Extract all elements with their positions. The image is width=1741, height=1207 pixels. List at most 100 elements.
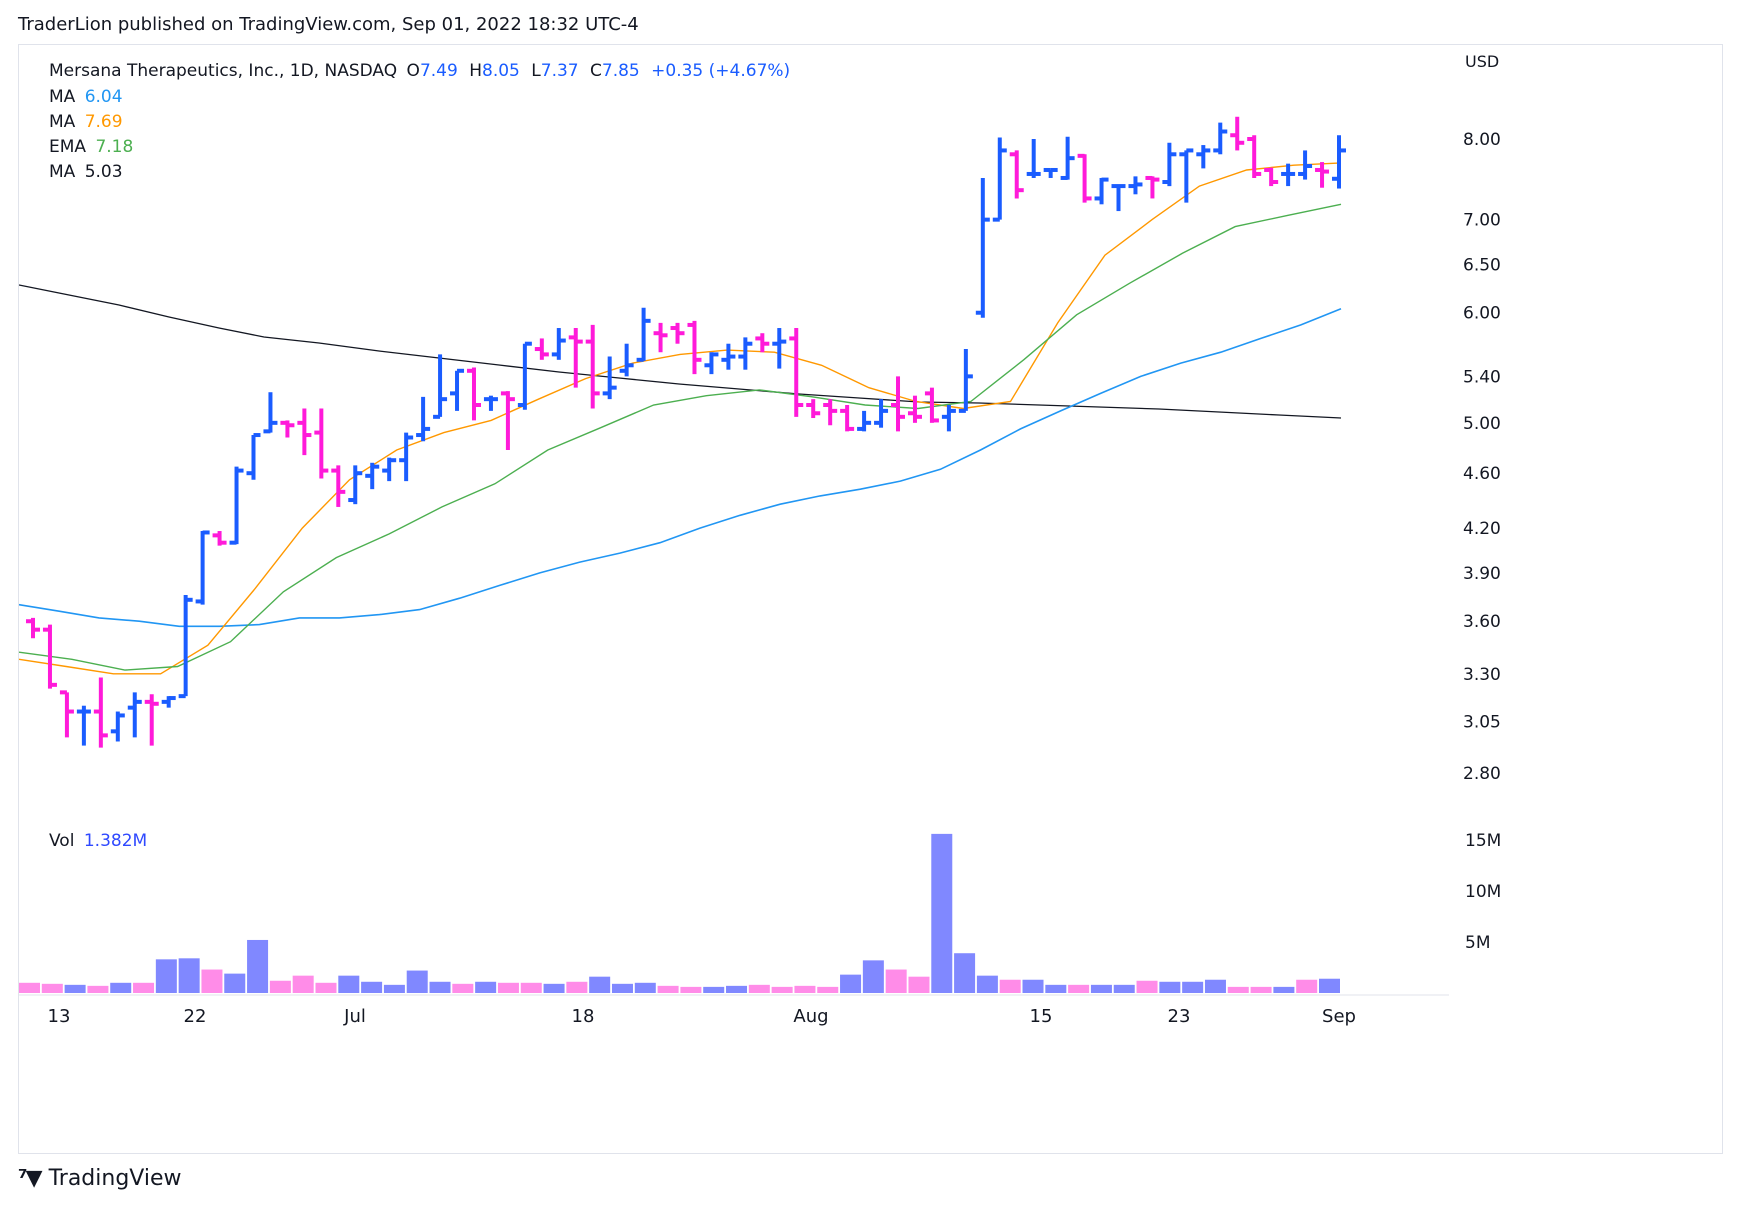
date-tick-label: 18 <box>572 1006 595 1027</box>
indicator-ma-orange[interactable]: MA 7.69 <box>49 112 123 132</box>
volume-bar <box>794 985 816 993</box>
ema-green-line <box>19 203 1342 671</box>
volume-bar <box>497 982 519 993</box>
date-tick-label: 15 <box>1030 1006 1053 1027</box>
volume-bar <box>703 986 725 993</box>
ma-blue-line <box>19 307 1342 628</box>
volume-bar <box>748 984 770 993</box>
volume-bar <box>338 975 360 993</box>
volume-bar <box>1022 979 1044 993</box>
volume-bar <box>1136 980 1158 993</box>
price-tick-label: 6.50 <box>1463 255 1501 275</box>
price-tick-label: 3.90 <box>1463 564 1501 584</box>
volume-bar <box>429 981 451 993</box>
volume-bar <box>931 833 953 993</box>
volume-bar <box>1182 981 1204 993</box>
volume-bar <box>155 959 177 993</box>
volume-bar <box>999 979 1021 993</box>
volume-bar <box>840 974 862 993</box>
volume-bar <box>976 975 998 993</box>
date-tick-label: Sep <box>1322 1006 1356 1027</box>
volume-bar <box>680 986 702 993</box>
volume-bar <box>1296 979 1318 993</box>
volume-bar <box>292 975 314 993</box>
volume-bar <box>247 939 269 993</box>
volume-bar <box>817 986 839 993</box>
volume-bar <box>178 958 200 993</box>
volume-bar <box>954 953 976 993</box>
volume-bar <box>1227 986 1249 993</box>
price-tick-label: 5.00 <box>1463 414 1501 434</box>
volume-bar <box>224 973 246 993</box>
volume-bar <box>885 969 907 993</box>
volume-bar <box>611 983 633 993</box>
volume-bar <box>634 982 656 993</box>
symbol-name: Mersana Therapeutics, Inc., 1D, NASDAQ <box>49 61 398 81</box>
volume-bar <box>771 986 793 993</box>
volume-bar <box>1159 981 1181 993</box>
volume-bar <box>543 983 565 993</box>
volume-bar <box>64 984 86 993</box>
change-value: +0.35 (+4.67%) <box>651 61 791 81</box>
volume-tick-label: 15M <box>1465 831 1501 851</box>
volume-bar <box>589 976 611 993</box>
open-value: O7.49 <box>406 61 458 81</box>
date-tick-label: Jul <box>343 1006 366 1027</box>
volume-bar <box>1250 986 1272 993</box>
price-tick-label: 3.30 <box>1463 665 1501 685</box>
volume-bar <box>361 981 383 993</box>
ohlc-bars <box>26 116 1346 748</box>
volume-legend[interactable]: Vol 1.382M <box>49 831 148 851</box>
ma-black-line <box>19 284 1342 419</box>
price-tick-label: 8.00 <box>1463 130 1501 150</box>
indicator-ma-blue[interactable]: MA 6.04 <box>49 87 123 107</box>
chart-frame[interactable]: 8.00 7.00 6.50 6.00 5.40 5.00 4.60 4.20 3.90 3.60… <box>18 44 1723 1154</box>
volume-bar <box>383 984 405 993</box>
volume-bar <box>1045 984 1067 993</box>
volume-bar <box>41 983 63 993</box>
indicator-ma-black[interactable]: MA 5.03 <box>49 162 123 182</box>
volume-bar <box>315 982 337 993</box>
close-value: C7.85 <box>590 61 640 81</box>
price-tick-label: 3.05 <box>1463 712 1501 732</box>
volume-bar <box>19 982 40 993</box>
volume-bar <box>110 982 132 993</box>
price-tick-label: 4.20 <box>1463 519 1501 539</box>
date-tick-label: 13 <box>48 1006 71 1027</box>
volume-bar <box>269 980 291 993</box>
high-value: H8.05 <box>469 61 520 81</box>
volume-bar <box>1113 984 1135 993</box>
volume-bar <box>726 985 748 993</box>
tradingview-logo[interactable]: ⁷▼ TradingView <box>18 1166 182 1191</box>
volume-bar <box>1090 984 1112 993</box>
moving-average-lines <box>19 162 1342 675</box>
volume-bar <box>1204 979 1226 993</box>
date-tick-label: 23 <box>1168 1006 1191 1027</box>
price-chart[interactable]: 8.00 7.00 6.50 6.00 5.40 5.00 4.60 4.20 3.90 3.60… <box>19 45 1722 1153</box>
volume-bar <box>452 983 474 993</box>
publisher-credit: TraderLion published on TradingView.com,… <box>18 14 639 35</box>
volume-bar <box>1068 984 1090 993</box>
volume-bar <box>1319 978 1340 993</box>
price-tick-label: 7.00 <box>1463 211 1501 231</box>
price-tick-label: 4.60 <box>1463 464 1501 484</box>
tradingview-logo-icon: ⁷▼ <box>18 1166 43 1191</box>
ma-orange-line <box>19 162 1342 675</box>
volume-bar <box>475 981 497 993</box>
tradingview-brand-text: TradingView <box>48 1166 182 1191</box>
volume-bar <box>201 969 223 993</box>
volume-bar <box>908 976 930 993</box>
volume-bar <box>657 985 679 993</box>
volume-bar <box>406 970 428 993</box>
price-tick-label: 6.00 <box>1463 304 1501 324</box>
volume-bar <box>133 982 155 993</box>
symbol-legend: Mersana Therapeutics, Inc., 1D, NASDAQ O… <box>49 61 794 81</box>
volume-tick-label: 5M <box>1465 933 1490 953</box>
currency-label: USD <box>1465 52 1499 71</box>
volume-bars <box>19 833 1340 993</box>
indicator-ema-green[interactable]: EMA 7.18 <box>49 137 134 157</box>
price-tick-label: 5.40 <box>1463 367 1501 387</box>
price-tick-label: 2.80 <box>1463 764 1501 784</box>
low-value: L7.37 <box>531 61 579 81</box>
date-tick-label: Aug <box>793 1006 828 1027</box>
